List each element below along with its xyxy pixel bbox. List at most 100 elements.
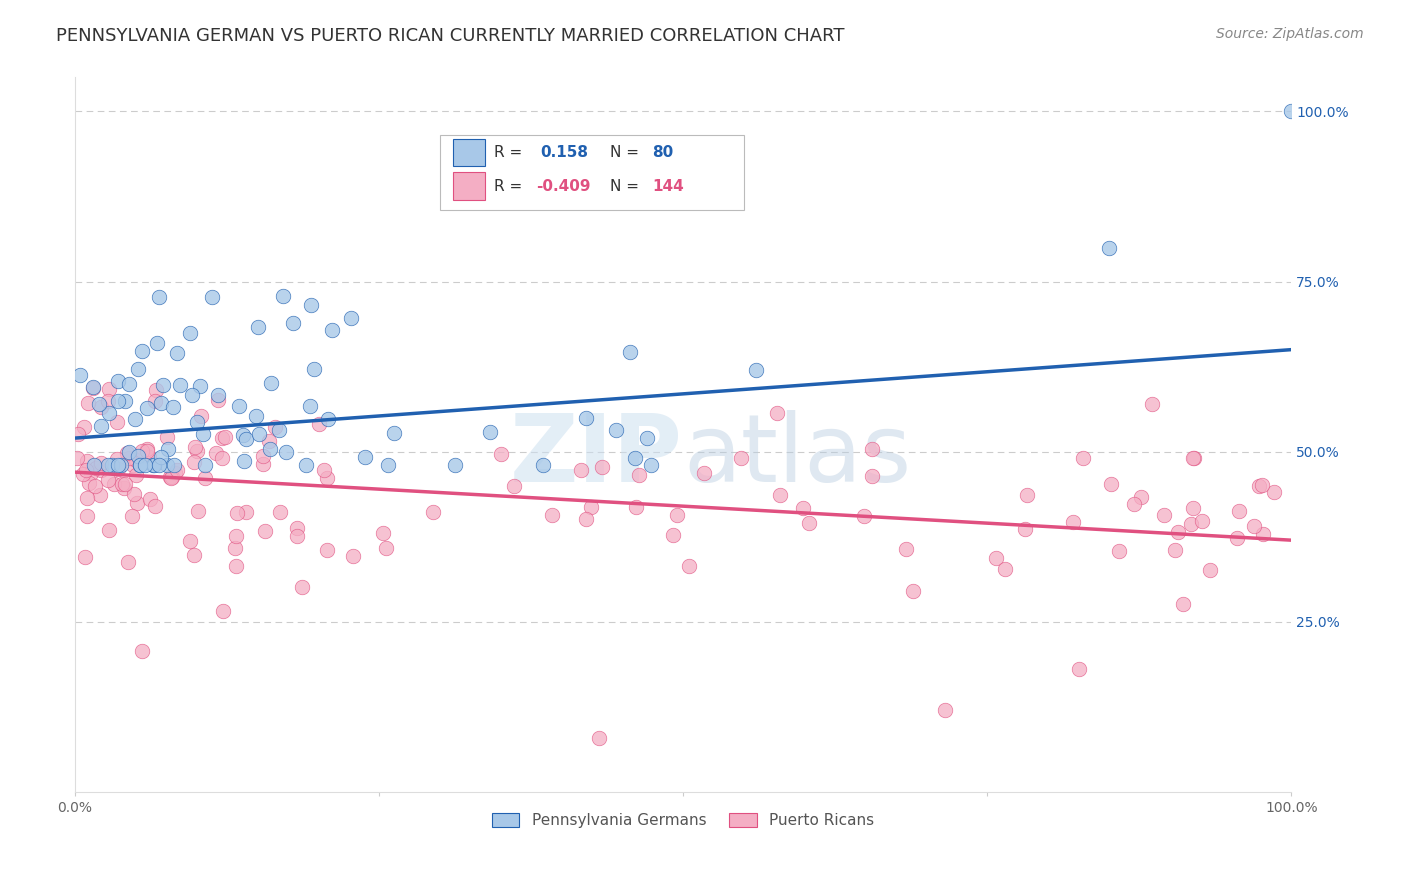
Point xyxy=(1243,519,1265,533)
Point xyxy=(180,388,202,402)
Point xyxy=(1181,451,1204,466)
Point xyxy=(112,481,135,495)
Point xyxy=(994,562,1017,576)
Point xyxy=(1167,525,1189,540)
Point xyxy=(159,470,181,484)
Point xyxy=(575,410,598,425)
Point xyxy=(129,458,152,473)
Text: R =: R = xyxy=(495,145,523,160)
Point xyxy=(165,467,187,481)
Point xyxy=(128,458,150,473)
Point xyxy=(860,442,883,457)
Point xyxy=(77,396,100,410)
Point xyxy=(73,549,96,564)
Point xyxy=(1099,477,1122,491)
Text: atlas: atlas xyxy=(683,410,911,502)
Point xyxy=(1153,508,1175,522)
Point xyxy=(127,362,149,376)
Point xyxy=(160,470,183,484)
FancyBboxPatch shape xyxy=(440,135,744,210)
Point xyxy=(1142,397,1164,411)
Point xyxy=(1251,478,1274,492)
Point xyxy=(127,496,149,510)
Point xyxy=(90,401,112,415)
Point xyxy=(80,466,103,480)
Point xyxy=(150,450,173,464)
Point xyxy=(183,454,205,468)
Point xyxy=(152,378,174,392)
Point xyxy=(257,434,280,448)
Point xyxy=(1247,479,1270,493)
Point xyxy=(107,461,129,475)
Point xyxy=(636,431,658,445)
Point xyxy=(127,450,149,464)
Point xyxy=(1199,563,1222,577)
Point xyxy=(575,512,598,526)
Point xyxy=(730,451,752,466)
Point xyxy=(159,470,181,484)
Text: Source: ZipAtlas.com: Source: ZipAtlas.com xyxy=(1216,27,1364,41)
Point xyxy=(619,344,641,359)
Point xyxy=(285,521,308,535)
Point xyxy=(1067,663,1090,677)
Point xyxy=(97,406,120,420)
Point xyxy=(114,476,136,491)
Point xyxy=(254,524,277,538)
Point xyxy=(339,311,361,326)
Point xyxy=(97,382,120,396)
Point xyxy=(89,397,111,411)
Point xyxy=(76,491,98,505)
Point xyxy=(125,467,148,482)
Point xyxy=(1098,241,1121,255)
Point xyxy=(155,430,177,444)
Point xyxy=(89,419,111,434)
Point xyxy=(143,500,166,514)
Point xyxy=(291,580,314,594)
Point xyxy=(274,444,297,458)
Point xyxy=(186,415,208,429)
Point xyxy=(211,604,233,618)
Point xyxy=(371,525,394,540)
Point xyxy=(1071,450,1094,465)
Point xyxy=(105,451,128,466)
Point xyxy=(190,409,212,423)
Point xyxy=(342,549,364,564)
Point xyxy=(84,461,107,475)
Point xyxy=(377,458,399,473)
Point xyxy=(125,452,148,467)
Point xyxy=(422,505,444,519)
Point xyxy=(82,381,104,395)
Point xyxy=(1191,514,1213,528)
Point xyxy=(162,400,184,414)
Point xyxy=(117,445,139,459)
Point xyxy=(375,541,398,555)
Point xyxy=(245,409,267,424)
Point xyxy=(294,458,316,473)
Point xyxy=(540,508,562,523)
Text: ZIP: ZIP xyxy=(510,410,683,502)
Point xyxy=(66,426,89,441)
Point xyxy=(134,458,156,473)
Text: 0.158: 0.158 xyxy=(541,145,589,160)
Point xyxy=(267,423,290,437)
Point xyxy=(264,420,287,434)
Point xyxy=(1227,504,1250,518)
Point xyxy=(986,551,1008,566)
Point xyxy=(90,463,112,477)
Point xyxy=(148,458,170,473)
Point xyxy=(72,467,94,481)
Point xyxy=(136,443,159,458)
Point xyxy=(69,368,91,382)
Point xyxy=(187,504,209,518)
Point xyxy=(247,426,270,441)
Point xyxy=(1251,526,1274,541)
Point xyxy=(143,394,166,409)
Point xyxy=(1108,544,1130,558)
Point xyxy=(624,450,647,465)
Point xyxy=(1164,542,1187,557)
Point xyxy=(308,417,330,431)
Point xyxy=(302,362,325,376)
Point xyxy=(316,471,339,485)
Point xyxy=(211,451,233,466)
Point xyxy=(273,289,295,303)
